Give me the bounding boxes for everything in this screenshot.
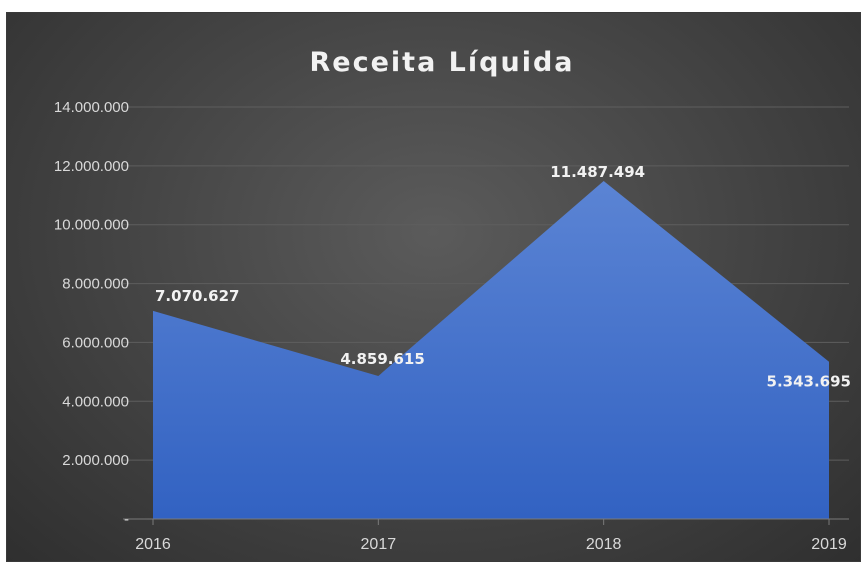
chart-frame: Receita Líquida - 2.000.000 4.000.000 6.000… — [6, 12, 861, 562]
y-tick-label: 2.000.000 — [62, 452, 129, 469]
data-label: 5.343.695 — [767, 373, 851, 391]
area-chart: Receita Líquida - 2.000.000 4.000.000 6.000… — [54, 47, 851, 553]
area-fill — [153, 180, 829, 520]
y-axis: - 2.000.000 4.000.000 6.000.000 8.000.000 10.… — [54, 99, 129, 528]
area-series — [123, 180, 849, 520]
chart-title: Receita Líquida — [309, 47, 574, 78]
y-tick-label: 10.000.000 — [54, 217, 129, 234]
data-labels: 7.070.627 4.859.615 11.487.494 5.343.695 — [155, 163, 851, 391]
x-axis: 2016 2017 2018 2019 — [135, 519, 847, 553]
data-label: 7.070.627 — [155, 287, 239, 305]
y-tick-label: 4.000.000 — [62, 393, 129, 410]
y-tick-label: 8.000.000 — [62, 276, 129, 293]
data-label: 4.859.615 — [340, 350, 424, 368]
y-tick-label: 14.000.000 — [54, 99, 129, 116]
x-tick-label: 2019 — [811, 536, 847, 553]
x-tick-label: 2016 — [135, 536, 171, 553]
y-tick-label: 12.000.000 — [54, 158, 129, 175]
x-tick-label: 2017 — [361, 536, 397, 553]
y-tick-label: - — [124, 511, 129, 528]
data-label: 11.487.494 — [550, 163, 645, 181]
y-tick-label: 6.000.000 — [62, 334, 129, 351]
x-tick-label: 2018 — [586, 536, 622, 553]
